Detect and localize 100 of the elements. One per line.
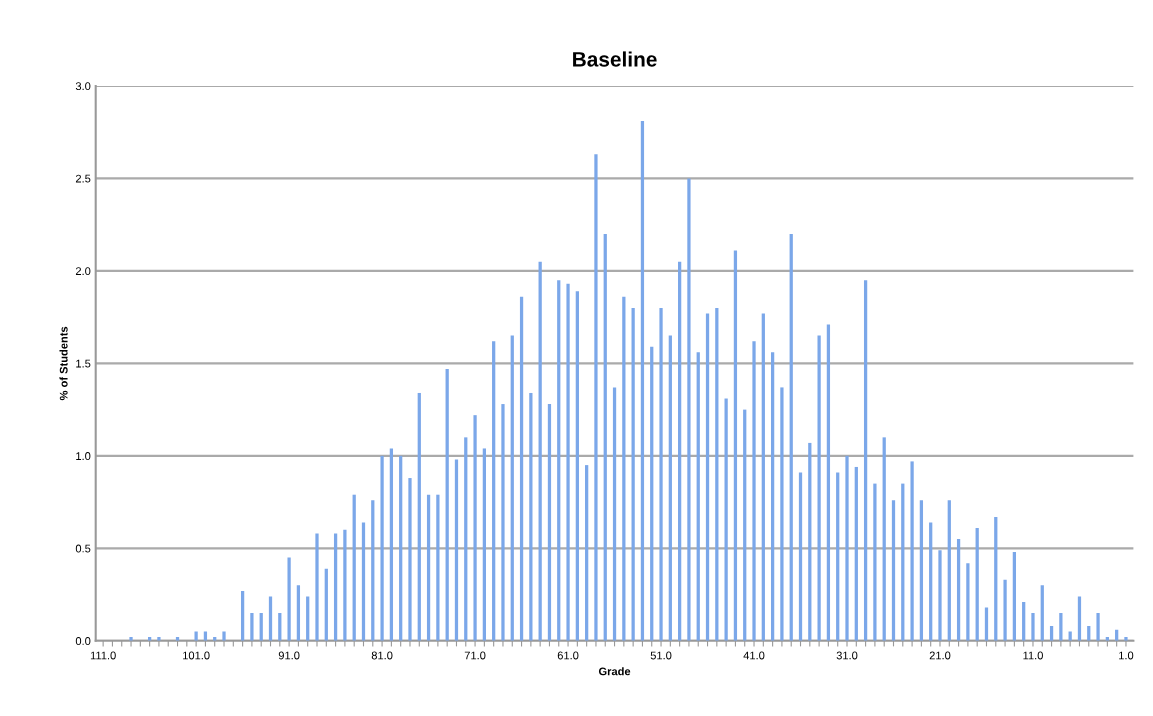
x-tick-label: 11.0: [1023, 651, 1043, 660]
bar: [612, 387, 617, 641]
bar: [659, 307, 663, 641]
bar: [575, 291, 579, 641]
bar: [798, 472, 803, 641]
x-tick-label: 31.0: [836, 651, 858, 660]
bar: [882, 437, 886, 641]
bar: [259, 613, 263, 641]
bar: [333, 533, 338, 641]
bar: [1003, 579, 1007, 641]
bar: [761, 313, 765, 641]
bar: [631, 307, 635, 641]
bar: [808, 442, 812, 641]
bar: [603, 233, 607, 641]
bar: [343, 529, 347, 641]
bar: [473, 415, 477, 641]
bar: [380, 455, 384, 641]
y-tick-label: 1.5: [76, 359, 91, 368]
bar: [417, 392, 421, 641]
chart-title: Baseline: [573, 51, 657, 67]
x-tick-label: 21.0: [929, 651, 951, 660]
bar: [278, 613, 282, 641]
bar: [854, 466, 858, 641]
bar: [594, 154, 598, 641]
bar: [966, 563, 970, 641]
bar: [640, 121, 645, 641]
bar: [696, 352, 700, 641]
bar: [929, 522, 933, 641]
bar: [622, 296, 626, 641]
x-tick-label: 1.0: [1119, 651, 1134, 660]
bar: [733, 250, 738, 641]
y-tick-label: 2.0: [75, 267, 91, 276]
bar: [510, 335, 514, 641]
bar: [817, 335, 821, 641]
bar: [1031, 613, 1035, 641]
bar: [547, 404, 552, 641]
y-tick-label: 2.5: [75, 174, 91, 183]
bar: [687, 178, 691, 641]
bar: [306, 596, 310, 641]
y-tick-label: 3.0: [75, 82, 91, 91]
bar: [975, 527, 979, 641]
bar: [938, 550, 942, 641]
bar: [240, 590, 245, 641]
bar: [129, 637, 133, 641]
bar: [557, 280, 561, 641]
bar: [956, 539, 961, 641]
bar: [464, 437, 468, 641]
y-tick-label: 0.0: [75, 637, 91, 645]
bar: [1077, 596, 1082, 641]
bar: [389, 448, 394, 641]
bar: [538, 261, 542, 641]
bar: [780, 387, 784, 641]
x-tick-label: 71.0: [464, 651, 486, 660]
bar: [919, 500, 924, 641]
bar: [743, 409, 747, 641]
bar: [650, 346, 654, 641]
y-axis-title: % of Students: [59, 326, 68, 401]
bar: [1059, 613, 1063, 641]
x-tick-label: 41.0: [743, 651, 765, 660]
bar: [770, 352, 775, 641]
bar: [324, 568, 328, 641]
bar: [1096, 613, 1100, 641]
bar: [361, 522, 366, 641]
bar: [901, 483, 905, 641]
bar: [250, 613, 254, 641]
bar: [222, 631, 226, 641]
bar: [891, 500, 896, 641]
bar: [529, 392, 533, 641]
bar: [789, 233, 793, 641]
bar: [1040, 585, 1044, 641]
bar: [501, 404, 505, 641]
bar: [519, 296, 524, 641]
y-tick-label: 1.0: [76, 452, 91, 460]
bar: [863, 280, 868, 641]
bar: [1022, 601, 1026, 641]
bar: [585, 465, 589, 641]
bar: [492, 341, 496, 641]
x-tick-label: 111.0: [90, 651, 116, 660]
x-tick-label: 51.0: [650, 651, 672, 660]
bar: [352, 494, 356, 641]
bar: [910, 461, 914, 641]
bar: [566, 283, 570, 641]
bar: [408, 478, 412, 641]
bar: [399, 455, 403, 641]
bar: [268, 596, 273, 641]
y-tick-label: 0.5: [75, 544, 91, 553]
bar: [947, 500, 951, 641]
bar: [426, 494, 431, 641]
bar: [1124, 637, 1128, 641]
x-tick-label: 91.0: [278, 651, 300, 660]
bar: [705, 313, 710, 641]
bar: [668, 335, 672, 641]
bar: [287, 557, 291, 641]
bar: [482, 448, 486, 641]
bar: [157, 637, 161, 641]
bar: [715, 307, 719, 641]
bar: [752, 341, 756, 641]
bar: [296, 585, 301, 641]
bar: [836, 472, 840, 641]
bar: [994, 516, 998, 641]
